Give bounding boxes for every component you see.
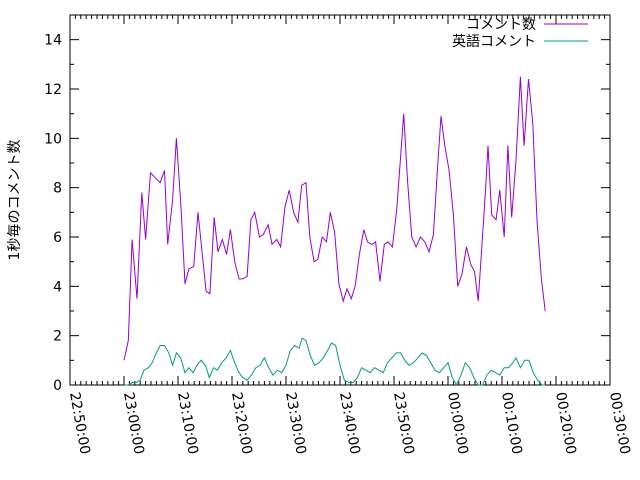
x-tick-label: 00:20:00: [552, 391, 579, 456]
y-tick-label: 2: [53, 329, 62, 345]
x-tick-label: 00:00:00: [444, 391, 471, 456]
x-tick-label: 22:50:00: [66, 391, 93, 456]
x-tick-label: 00:10:00: [498, 391, 525, 456]
x-tick-label: 23:00:00: [120, 391, 147, 456]
x-tick-label: 00:30:00: [606, 391, 633, 456]
legend-label: コメント数: [466, 17, 536, 33]
x-tick-label: 23:30:00: [282, 391, 309, 456]
y-tick-label: 8: [53, 181, 62, 197]
y-axis-ticks: 0 2 4 6 8 10 12 14: [44, 33, 610, 394]
y-tick-label: 12: [44, 82, 62, 98]
x-tick-label: 23:10:00: [174, 391, 201, 456]
y-tick-label: 10: [44, 131, 62, 147]
y-tick-label: 14: [44, 33, 62, 49]
x-tick-label: 23:20:00: [228, 391, 255, 456]
y-tick-label: 6: [53, 230, 62, 246]
y-tick-label: 4: [53, 279, 62, 295]
x-tick-label: 23:50:00: [390, 391, 417, 456]
series-line-1: [123, 76, 546, 361]
x-axis-ticks: 22:50:00 23:00:00 23:10:00 23:20:00 23:30:00…: [66, 15, 633, 456]
y-axis-label: 1秒毎のコメント数: [7, 140, 23, 261]
series-line-2: [124, 337, 546, 387]
x-tick-label: 23:40:00: [336, 391, 363, 456]
plot-frame: [69, 14, 611, 386]
legend-label: 英語コメント: [452, 33, 536, 50]
series-layer: [123, 76, 546, 387]
y-tick-label: 0: [53, 378, 62, 394]
